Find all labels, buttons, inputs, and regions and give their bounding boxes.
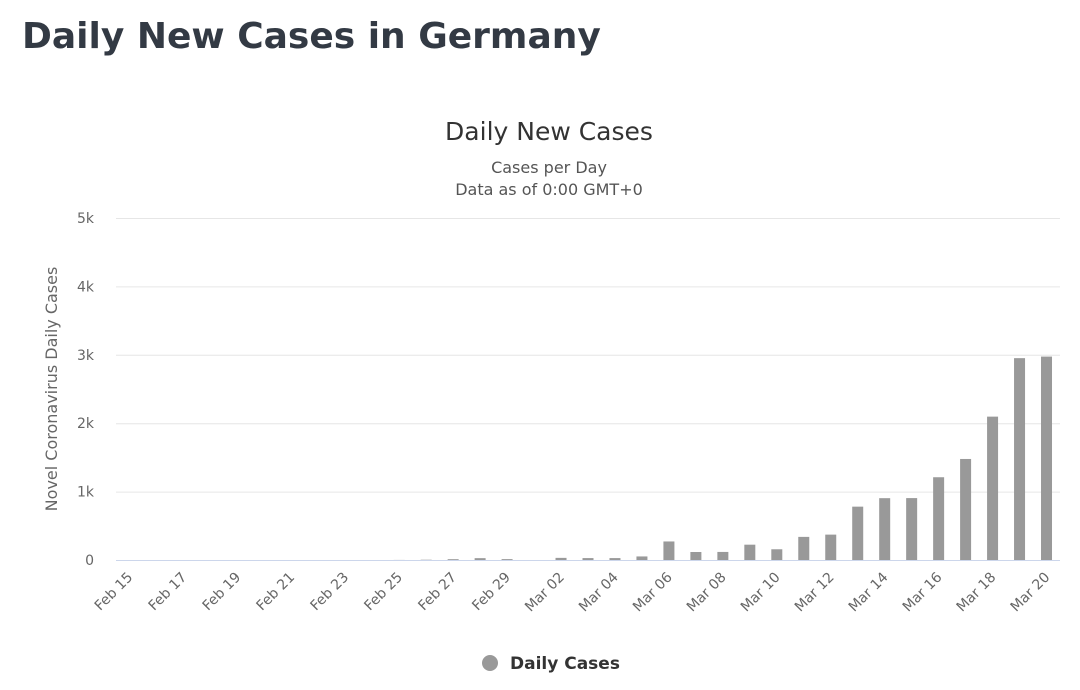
bar-mar-09 [744, 544, 756, 560]
page-title: Daily New Cases in Germany [22, 16, 601, 57]
chart-subtitle-line: Cases per Day [491, 158, 607, 177]
x-tick-label: Mar 02 [522, 570, 568, 616]
chart-subtitle-line: Data as of 0:00 GMT+0 [455, 180, 643, 199]
bar-mar-10 [771, 549, 783, 560]
bar-feb-28 [474, 558, 486, 560]
x-tick-label: Feb 23 [307, 570, 352, 615]
x-tick-label: Feb 19 [200, 570, 245, 615]
x-tick-label: Feb 15 [92, 570, 137, 615]
y-tick-label: 3k [77, 348, 95, 364]
bar-mar-15 [906, 498, 918, 560]
chart-title: Daily New Cases [445, 117, 653, 146]
y-tick-label: 5k [77, 211, 95, 227]
bar-mar-06 [663, 541, 675, 560]
bar-mar-20 [1041, 356, 1053, 560]
bar-mar-12 [825, 534, 837, 560]
x-tick-label: Mar 12 [792, 570, 838, 616]
bar-mar-02 [555, 557, 567, 560]
x-tick-label: Mar 04 [576, 569, 622, 615]
x-tick-label: Mar 16 [900, 569, 946, 615]
bar-mar-18 [987, 416, 999, 560]
y-tick-label: 1k [77, 485, 95, 501]
bar-mar-03 [582, 558, 594, 560]
bar-mar-14 [879, 498, 891, 560]
bar-feb-27 [447, 559, 459, 560]
legend-marker [482, 655, 498, 671]
x-tick-label: Feb 25 [361, 570, 406, 615]
bar-mar-19 [1014, 358, 1026, 560]
bar-mar-07 [690, 551, 702, 560]
x-tick-label: Mar 20 [1008, 570, 1054, 616]
bar-mar-11 [798, 536, 810, 560]
x-tick-label: Mar 10 [738, 570, 784, 616]
y-tick-label: 2k [77, 416, 95, 432]
x-tick-label: Mar 08 [684, 570, 730, 616]
x-tick-label: Mar 14 [846, 569, 892, 615]
bar-mar-13 [852, 506, 864, 560]
y-tick-label: 0 [85, 553, 94, 569]
legend-label: Daily Cases [510, 654, 620, 674]
x-tick-label: Feb 21 [254, 570, 299, 615]
bar-mar-08 [717, 551, 729, 560]
y-tick-label: 4k [77, 279, 95, 295]
bar-mar-16 [933, 477, 945, 560]
x-tick-label: Feb 29 [469, 570, 514, 615]
x-tick-label: Mar 06 [630, 569, 676, 615]
x-tick-label: Mar 18 [954, 570, 1000, 616]
bar-mar-05 [636, 556, 648, 560]
x-tick-label: Feb 27 [415, 570, 460, 615]
y-axis-title: Novel Coronavirus Daily Cases [42, 267, 61, 512]
x-tick-label: Feb 17 [146, 570, 191, 615]
bar-mar-17 [960, 458, 972, 560]
bar-mar-04 [609, 558, 621, 560]
bar-feb-29 [501, 559, 513, 560]
